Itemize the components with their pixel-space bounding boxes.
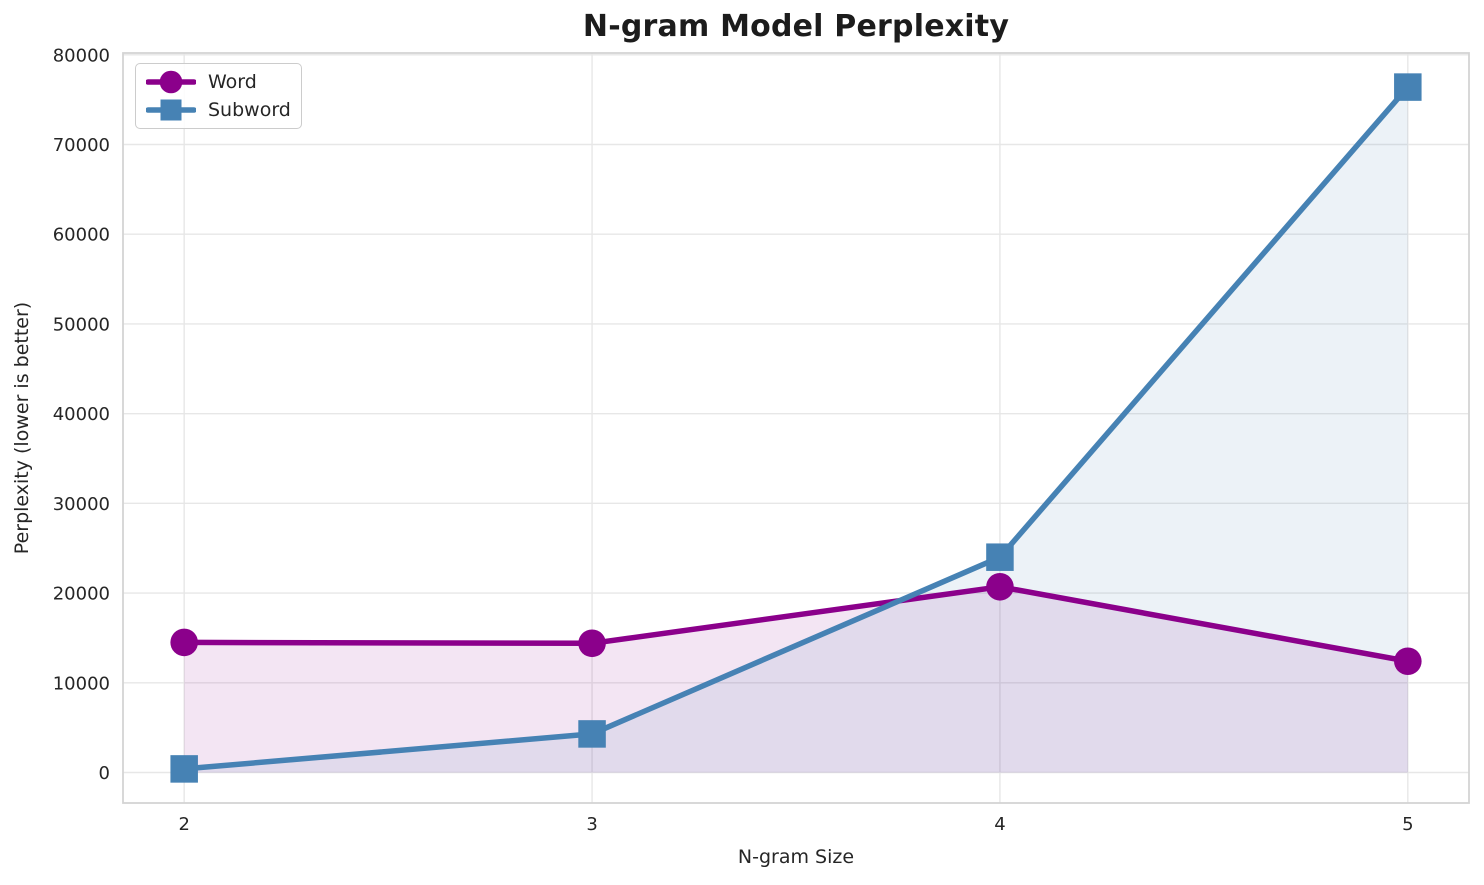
y-tick-label-40000: 40000 <box>53 404 110 425</box>
legend-item-word: Word <box>146 69 291 95</box>
y-axis-label: Perplexity (lower is better) <box>11 301 33 555</box>
x-tick-label-4: 4 <box>994 814 1005 835</box>
word-line <box>181 584 1411 665</box>
subword-marker-x4 <box>986 543 1014 571</box>
subword-marker-x2 <box>170 755 198 783</box>
legend: Word Subword <box>135 63 302 129</box>
legend-label: Subword <box>208 98 291 121</box>
x-axis-label: N-gram Size <box>737 846 855 868</box>
y-tick-label-0: 0 <box>99 763 110 784</box>
y-tick-label-60000: 60000 <box>53 225 110 246</box>
legend-label: Word <box>208 70 257 93</box>
y-tick-label-10000: 10000 <box>53 673 110 694</box>
y-tick-label-50000: 50000 <box>53 314 110 335</box>
word-marker-x3 <box>578 629 606 658</box>
legend-item-subword: Subword <box>146 97 291 123</box>
word-legend-marker-icon <box>146 70 196 94</box>
chart-title: N-gram Model Perplexity <box>582 9 1010 44</box>
y-tick-label-70000: 70000 <box>53 135 110 156</box>
x-tick-label-5: 5 <box>1402 814 1413 835</box>
y-tick-label-80000: 80000 <box>53 45 110 66</box>
word-area-fill <box>184 586 1408 773</box>
word-marker-x2 <box>170 628 198 657</box>
subword-area-fill <box>184 87 1408 773</box>
word-marker-x5 <box>1394 647 1422 676</box>
word-marker-x4 <box>986 572 1014 601</box>
subword-legend-marker-icon <box>146 99 196 121</box>
y-tick-label-30000: 30000 <box>53 494 110 515</box>
x-tick-label-2: 2 <box>178 814 189 835</box>
x-tick-label-3: 3 <box>586 814 597 835</box>
plot-frame <box>122 52 1470 804</box>
y-tick-label-20000: 20000 <box>53 584 110 605</box>
subword-marker-x5 <box>1394 73 1422 101</box>
subword-line <box>181 84 1411 772</box>
subword-marker-x3 <box>578 720 606 748</box>
